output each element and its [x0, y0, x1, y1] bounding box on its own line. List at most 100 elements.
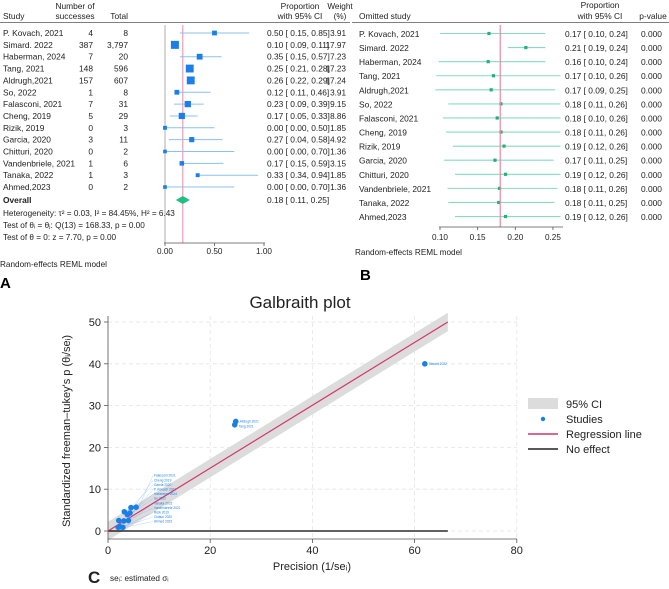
- proportion-ci: 0.00 [ 0.00, 0.70]: [267, 147, 330, 157]
- study-point: [120, 524, 126, 531]
- study-point-label: Simard 2022: [429, 362, 447, 366]
- legend-studies-swatch: [540, 416, 546, 422]
- study-point: [422, 361, 428, 367]
- test-zero: Test of θ = 0: z = 7.70, p = 0.00: [3, 233, 117, 242]
- omitted-study-name: Tanaka, 2022: [359, 198, 410, 208]
- weight: 1.85: [330, 124, 346, 133]
- study-name: Vandenbriele, 2021: [3, 158, 75, 168]
- header-weight-1: Weight: [327, 2, 353, 11]
- effect-marker: [212, 30, 217, 36]
- effect-marker: [499, 102, 503, 106]
- omitted-study-name: Vandenbriele, 2021: [359, 184, 431, 194]
- weight: 17.23: [326, 65, 347, 74]
- successes: 0: [88, 182, 93, 192]
- effect-marker: [185, 64, 194, 73]
- study-name: Cheng, 2019: [3, 111, 51, 121]
- successes: 7: [88, 52, 93, 62]
- study-point: [231, 422, 238, 428]
- effect-marker: [497, 186, 502, 190]
- weight: 4.92: [330, 136, 346, 145]
- p-value: 0.000: [641, 142, 662, 152]
- effect-marker: [497, 200, 501, 205]
- total: 6: [123, 158, 128, 168]
- study-point: [115, 524, 122, 531]
- total: 3: [123, 123, 128, 133]
- study-name: Haberman, 2024: [3, 52, 66, 62]
- study-point-label: Tang 2021: [239, 425, 254, 429]
- legend-studies: Studies: [566, 414, 603, 426]
- proportion-ci: 0.19 [ 0.12, 0.26]: [565, 212, 628, 222]
- proportion-ci: 0.17 [ 0.15, 0.59]: [267, 158, 330, 168]
- x-tick-label: 80: [511, 545, 523, 557]
- omitted-study-name: Garcia, 2020: [359, 156, 407, 166]
- proportion-ci: 0.18 [ 0.10, 0.26]: [565, 113, 628, 123]
- y-tick-label: 0: [95, 526, 101, 538]
- legend: 95% CI Studies Regression line No effect: [528, 398, 642, 456]
- successes: 7: [88, 99, 93, 109]
- effect-marker: [524, 45, 528, 50]
- omitted-study-name: Simard. 2022: [359, 43, 409, 53]
- heterogeneity: Heterogeneity: τ² = 0.03, I² = 84.45%, H…: [3, 209, 175, 218]
- proportion-ci: 0.12 [ 0.11, 0.46]: [267, 87, 329, 97]
- study-name: P. Kovach, 2021: [3, 28, 64, 38]
- omitted-study-name: Tang, 2021: [359, 71, 401, 81]
- p-value: 0.000: [641, 113, 662, 123]
- p-value: 0.000: [641, 198, 662, 208]
- panel-letter-a: A: [0, 275, 11, 292]
- effect-marker: [189, 137, 195, 143]
- header-successes-1: Number of: [55, 1, 95, 11]
- study-point-label: Vandenbriele 2021: [154, 506, 181, 510]
- x-axis-label: Precision (1/seᵢ): [273, 561, 351, 573]
- effect-marker: [186, 76, 195, 85]
- y-tick-label: 50: [89, 317, 101, 329]
- p-value: 0.000: [641, 57, 662, 67]
- effect-marker: [489, 88, 493, 92]
- header-b-proportion-1: Proportion: [581, 0, 620, 10]
- effect-marker: [170, 40, 179, 49]
- proportion-ci: 0.21 [ 0.19, 0.24]: [565, 43, 628, 53]
- p-value: 0.000: [641, 85, 662, 95]
- study-point-label: Aldrugh 2021: [240, 420, 259, 424]
- footnote: seᵢ: estimated σᵢ: [110, 574, 169, 583]
- proportion-ci: 0.00 [ 0.00, 0.50]: [267, 123, 330, 133]
- label-leader: [132, 489, 154, 514]
- p-value: 0.000: [641, 184, 662, 194]
- effect-marker: [493, 158, 497, 162]
- label-leader: [122, 512, 154, 527]
- study-point-label: Rizik 2019: [154, 510, 169, 514]
- proportion-ci: 0.17 [ 0.09, 0.25]: [565, 85, 628, 95]
- successes: 1: [88, 170, 93, 180]
- header-b-proportion-2: with 95% CI: [577, 11, 623, 21]
- study-name: Falasconi, 2021: [3, 99, 62, 109]
- p-value: 0.000: [641, 156, 662, 166]
- effect-marker: [503, 214, 508, 219]
- weight: 9.15: [330, 100, 346, 109]
- legend-ci-swatch: [528, 398, 558, 409]
- x-tick-label: 0: [105, 545, 111, 557]
- label-leader: [138, 475, 154, 508]
- x-tick-label: 40: [306, 545, 318, 557]
- total: 2: [123, 182, 128, 192]
- study-name: Tanaka, 2022: [3, 170, 54, 180]
- header-study: Study: [3, 11, 25, 21]
- proportion-ci: 0.50 [ 0.15, 0.85]: [267, 28, 330, 38]
- x-tick-label: 60: [408, 545, 420, 557]
- study-name: Rizik, 2019: [3, 123, 45, 133]
- effect-marker: [499, 130, 503, 134]
- proportion-ci: 0.18 [ 0.11, 0.26]: [565, 99, 627, 109]
- effect-marker: [491, 74, 496, 78]
- weight: 17.24: [326, 76, 347, 85]
- total: 607: [114, 75, 128, 85]
- p-value: 0.000: [641, 212, 662, 222]
- weight: 3.91: [330, 29, 346, 38]
- study-name: Ahmed,2023: [3, 182, 51, 192]
- label-leader: [125, 521, 154, 528]
- total: 20: [119, 52, 129, 62]
- weight: 3.15: [330, 159, 346, 168]
- label-leader: [133, 480, 154, 508]
- omitted-study-name: Haberman, 2024: [359, 57, 422, 67]
- y-tick-label: 30: [89, 401, 101, 413]
- successes: 387: [79, 40, 93, 50]
- study-name: Garcia, 2020: [3, 135, 51, 145]
- header-pvalue: p-value: [639, 11, 667, 21]
